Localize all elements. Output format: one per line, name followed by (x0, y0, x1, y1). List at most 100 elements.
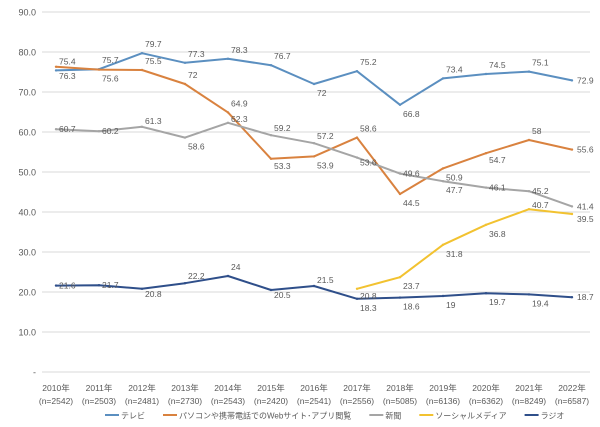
y-tick-label: 90.0 (18, 8, 36, 18)
y-tick-label: - (33, 368, 36, 378)
data-point (398, 192, 402, 196)
data-point (441, 167, 445, 170)
data-point (226, 274, 230, 278)
data-label: 58.6 (360, 124, 377, 134)
series-line-3 (356, 208, 573, 290)
data-label: 18.7 (577, 292, 594, 302)
data-point (484, 152, 488, 155)
data-label: 21.7 (102, 280, 119, 290)
data-label: 46.1 (489, 183, 506, 193)
data-point (484, 72, 488, 76)
data-label: 55.6 (577, 145, 594, 155)
data-label: 78.3 (231, 45, 248, 55)
data-label: 76.7 (274, 51, 291, 61)
x-tick-label: 2012年 (128, 383, 156, 393)
data-point (183, 282, 187, 285)
x-tick-sample-size: (n=2542) (39, 396, 73, 406)
data-point (97, 130, 101, 133)
data-label: 53.9 (317, 160, 334, 170)
data-point (355, 287, 359, 290)
data-label: 75.1 (532, 58, 549, 68)
x-tick-label: 2015年 (257, 383, 285, 393)
data-label: 72 (188, 70, 198, 80)
y-tick-label: 30.0 (18, 248, 36, 258)
data-label: 24 (231, 262, 241, 272)
data-label: 72 (317, 88, 327, 98)
data-point (269, 134, 273, 137)
data-point (355, 136, 359, 139)
data-point (54, 69, 58, 72)
data-point (226, 57, 230, 60)
data-label: 58 (532, 126, 542, 136)
data-point (183, 82, 187, 86)
y-tick-label: 50.0 (18, 168, 36, 178)
data-label: 60.7 (59, 124, 76, 134)
y-tick-label: 60.0 (18, 128, 36, 138)
x-tick-sample-size: (n=2730) (168, 396, 202, 406)
data-label: 36.8 (489, 229, 506, 239)
data-point (398, 172, 402, 175)
data-point (484, 292, 488, 295)
data-point (355, 156, 359, 159)
data-point (183, 61, 187, 64)
data-point (312, 82, 316, 86)
data-label: 40.7 (532, 200, 549, 210)
y-tick-label: 80.0 (18, 48, 36, 58)
data-point (269, 157, 273, 160)
series-line-1 (55, 65, 573, 195)
data-label: 72.9 (577, 75, 594, 85)
data-point (441, 180, 445, 183)
data-label: 54.7 (489, 155, 506, 165)
data-point (140, 68, 144, 72)
x-tick-label: 2016年 (300, 383, 328, 393)
x-tick-label: 2017年 (343, 383, 371, 393)
y-tick-label: 70.0 (18, 88, 36, 98)
legend-label: ラジオ (541, 412, 565, 421)
data-label: 75.5 (145, 56, 162, 66)
data-label: 64.9 (231, 98, 248, 108)
data-point (527, 293, 531, 296)
data-label: 22.2 (188, 271, 205, 281)
data-label: 20.5 (274, 290, 291, 300)
data-label: 45.2 (532, 186, 549, 196)
data-point (398, 103, 402, 107)
data-label: 66.8 (403, 109, 420, 119)
data-point (355, 297, 359, 300)
data-label: 53.3 (274, 161, 291, 171)
data-label: 18.3 (360, 303, 377, 313)
data-label: 20.8 (145, 289, 162, 299)
legend-label: パソコンや携帯電話でのWebサイト･アプリ閲覧 (179, 411, 351, 421)
data-label: 49.6 (403, 169, 420, 179)
data-label: 39.5 (577, 214, 594, 224)
x-tick-label: 2020年 (472, 383, 500, 393)
data-point (398, 296, 402, 299)
data-label: 21.5 (317, 275, 334, 285)
data-point (269, 288, 273, 292)
data-label: 74.5 (489, 60, 506, 70)
data-point (441, 243, 445, 246)
data-point (140, 125, 144, 128)
data-point (527, 190, 531, 193)
x-tick-sample-size: (n=8249) (512, 396, 546, 406)
data-point (355, 70, 359, 73)
data-label: 21.6 (59, 281, 76, 291)
legend-label: テレビ (121, 412, 145, 421)
data-point (312, 142, 316, 145)
data-point (484, 186, 488, 189)
x-tick-sample-size: (n=2481) (125, 396, 159, 406)
data-label: 41.4 (577, 201, 594, 211)
x-tick-label: 2019年 (429, 383, 457, 393)
data-point (97, 68, 101, 71)
data-point (54, 284, 58, 287)
data-point (570, 296, 574, 299)
x-tick-sample-size: (n=2503) (82, 396, 116, 406)
data-point (54, 128, 58, 131)
data-point (441, 294, 445, 298)
data-point (527, 70, 531, 73)
data-point (441, 77, 445, 80)
x-tick-sample-size: (n=6362) (469, 396, 503, 406)
data-point (570, 205, 574, 208)
data-label: 75.4 (59, 56, 76, 66)
data-point (484, 223, 488, 226)
